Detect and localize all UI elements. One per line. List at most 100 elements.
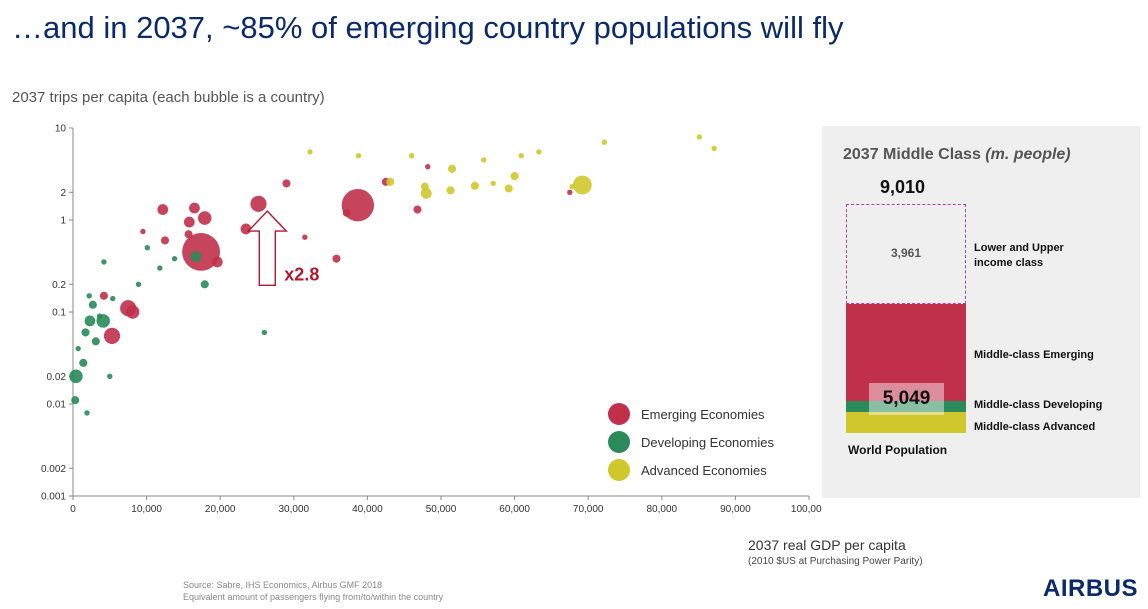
bubble-developing <box>110 295 116 302</box>
y-tick-label: 0.002 <box>41 464 66 475</box>
bubble-advanced <box>420 182 429 191</box>
page-title: …and in 2037, ~85% of emerging country p… <box>12 10 844 45</box>
bubble-developing <box>81 328 90 337</box>
x-axis-title: 2037 real GDP per capita <box>748 537 906 553</box>
legend-swatch-developing <box>608 431 630 453</box>
y-tick-label: 2 <box>60 188 66 199</box>
bubble-developing <box>190 251 202 263</box>
bubble-advanced <box>408 152 415 159</box>
x-tick-label: 70,000 <box>573 504 604 515</box>
bubble-emerging <box>342 208 351 217</box>
y-tick-label: 0.01 <box>47 400 67 411</box>
x-axis-subtitle: (2010 $US at Purchasing Power Parity) <box>748 556 923 567</box>
airbus-logo: AIRBUS <box>1042 575 1138 602</box>
bubble-advanced <box>536 149 542 155</box>
panel-title-unit: (m. people) <box>985 146 1071 163</box>
label-advanced: Middle-class Advanced <box>974 421 1096 433</box>
bubble-emerging <box>183 216 195 228</box>
legend-item-advanced: Advanced Economies <box>608 456 774 484</box>
bubble-developing <box>69 369 83 384</box>
bubble-emerging <box>160 236 170 245</box>
label-developing: Middle-class Developing <box>974 399 1103 411</box>
bubble-emerging <box>197 211 212 225</box>
label-emerging: Middle-class Emerging <box>974 349 1094 361</box>
bubble-emerging <box>103 327 121 344</box>
y-tick-label: 1 <box>60 216 66 227</box>
bubble-emerging <box>211 256 223 268</box>
y-axis-title: 2037 trips per capita (each bubble is a … <box>12 89 325 106</box>
bubble-advanced <box>490 180 496 187</box>
panel-title-text: 2037 Middle Class <box>843 146 981 163</box>
bubble-emerging <box>425 163 431 170</box>
bubble-emerging <box>413 205 422 214</box>
bubble-advanced <box>518 152 524 159</box>
legend-item-developing: Developing Economies <box>608 428 774 456</box>
bubble-developing <box>79 358 88 367</box>
bubble-advanced <box>569 184 575 190</box>
x-tick-label: 60,000 <box>499 504 530 515</box>
x-tick-label: 40,000 <box>352 504 383 515</box>
bubble-emerging <box>140 228 146 235</box>
bubble-advanced <box>446 186 455 195</box>
x-tick-label: 90,000 <box>720 504 751 515</box>
middle-class-total: 5,049 <box>869 383 944 415</box>
bubble-advanced <box>601 139 608 145</box>
bubble-emerging <box>250 195 267 212</box>
bubble-developing <box>75 345 81 352</box>
bubble-developing <box>157 265 163 271</box>
bubble-emerging <box>99 291 108 300</box>
bubble-developing <box>86 293 92 299</box>
bubble-developing <box>96 313 103 319</box>
bubble-developing <box>88 300 97 309</box>
x-tick-label: 30,000 <box>279 504 310 515</box>
stack-segment-emerging <box>846 304 966 401</box>
bubble-emerging <box>189 202 200 214</box>
bubble-developing <box>200 280 209 289</box>
bubble-chart: 0.001 0.002 0.01 0.02 0.1 0.2 1 2 10 0 10,000 20,00… <box>41 124 822 516</box>
growth-arrow <box>246 210 288 287</box>
x-tick-label: 0 <box>70 504 76 515</box>
bubble-developing <box>101 259 107 265</box>
bubble-advanced <box>510 172 519 181</box>
bubble-advanced <box>470 181 479 190</box>
legend-label: Advanced Economies <box>641 462 767 478</box>
panel-title: 2037 Middle Class (m. people) <box>843 146 1071 164</box>
legend-swatch-advanced <box>608 459 630 481</box>
bubble-advanced <box>696 134 703 140</box>
legend-swatch-emerging <box>608 403 630 425</box>
x-tick-label: 100,000 <box>791 504 822 515</box>
bubble-emerging <box>302 234 308 240</box>
x-tick-label: 50,000 <box>426 504 457 515</box>
x-tick-label: 80,000 <box>647 504 678 515</box>
bubble-advanced <box>447 164 457 173</box>
bubble-advanced <box>711 145 717 152</box>
x-tick-label: 20,000 <box>205 504 236 515</box>
bubble-emerging <box>125 305 140 319</box>
bubble-developing <box>107 373 113 380</box>
income-class-value: 3,961 <box>890 246 922 260</box>
stack-segment-developing <box>846 401 966 412</box>
passenger-note: Equivalent amount of passengers flying f… <box>183 592 444 602</box>
stack-segment-advanced <box>846 412 966 433</box>
bubble-advanced <box>355 152 362 159</box>
bubble-developing <box>84 315 96 327</box>
label-income-class: Lower and Upper income class <box>974 242 1064 269</box>
source-note: Source: Sabre, IHS Economics, Airbus GMF… <box>183 580 383 590</box>
x-tick-label: 10,000 <box>131 504 162 515</box>
legend-label: Emerging Economies <box>641 406 765 422</box>
y-tick-label: 0.1 <box>52 308 66 319</box>
bubble-emerging <box>157 204 169 215</box>
middle-class-panel: 2037 Middle Class (m. people) 9,010 3,96… <box>822 126 1140 498</box>
growth-factor-label: x2.8 <box>284 264 319 284</box>
bubble-developing <box>84 410 90 416</box>
y-tick-label: 10 <box>55 124 67 135</box>
bubble-developing <box>135 281 142 288</box>
chart-legend: Emerging Economies Developing Economies … <box>608 400 774 484</box>
bubble-emerging <box>332 254 341 263</box>
stack-segment-income <box>846 204 966 304</box>
bubble-advanced <box>386 177 395 186</box>
bubble-developing <box>171 255 178 262</box>
category-label: World Population <box>848 443 948 457</box>
y-tick-label: 0.001 <box>41 492 66 503</box>
total-value: 9,010 <box>880 177 926 197</box>
